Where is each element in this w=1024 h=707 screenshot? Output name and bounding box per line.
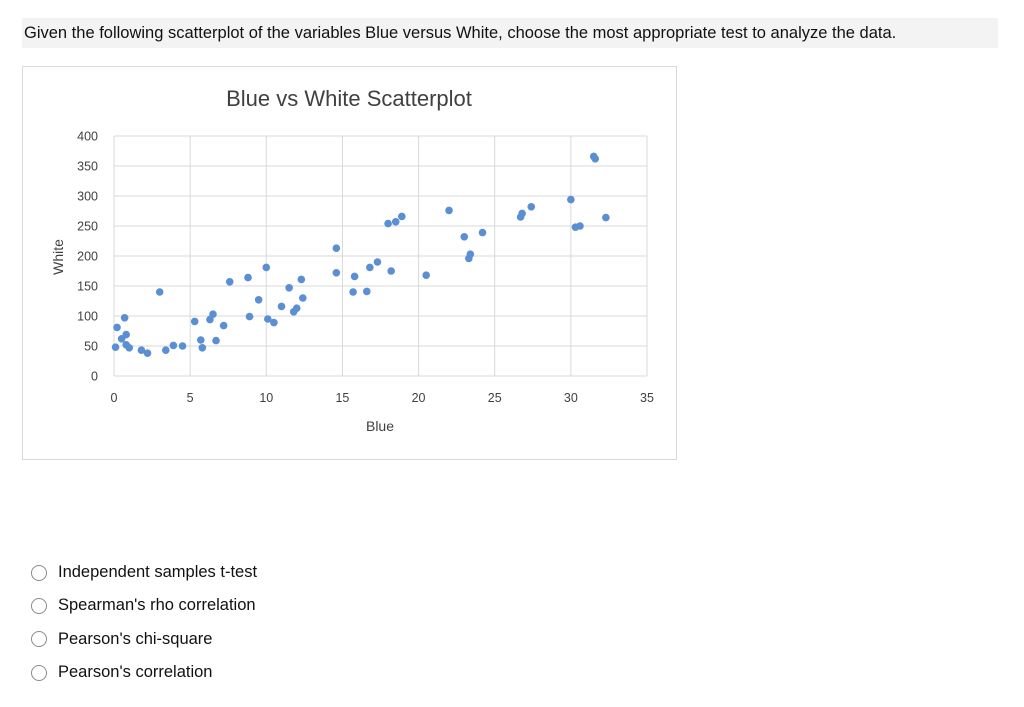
data-point bbox=[373, 258, 382, 266]
answer-options: Independent samples t-test Spearman's rh… bbox=[30, 556, 257, 689]
data-point bbox=[384, 219, 392, 228]
data-point bbox=[332, 244, 341, 252]
data-point bbox=[219, 321, 228, 330]
data-point bbox=[264, 315, 272, 323]
data-point bbox=[576, 222, 584, 230]
data-point bbox=[244, 273, 252, 282]
option-spearman-rho[interactable]: Spearman's rho correlation bbox=[30, 589, 257, 622]
data-point bbox=[398, 212, 406, 221]
data-point bbox=[209, 310, 217, 318]
x-axis-label: Blue bbox=[366, 418, 394, 434]
data-point bbox=[169, 341, 178, 350]
data-point bbox=[350, 272, 359, 281]
data-point bbox=[387, 267, 395, 275]
data-point bbox=[143, 349, 152, 358]
data-point bbox=[292, 304, 301, 312]
data-point bbox=[178, 342, 187, 350]
option-label: Independent samples t-test bbox=[58, 563, 258, 582]
y-tick-label: 50 bbox=[84, 340, 98, 354]
data-point bbox=[270, 318, 278, 327]
y-tick-label: 150 bbox=[77, 280, 98, 294]
data-point bbox=[602, 213, 610, 222]
y-tick-label: 350 bbox=[77, 160, 98, 174]
option-label: Pearson's correlation bbox=[58, 663, 213, 682]
x-tick-label: 10 bbox=[259, 391, 273, 405]
x-tick-label: 35 bbox=[640, 391, 654, 405]
data-point bbox=[262, 263, 271, 272]
data-point bbox=[567, 195, 575, 204]
data-point bbox=[518, 209, 526, 218]
data-point bbox=[299, 294, 307, 302]
scatterplot-chart: Blue vs White Scatterplot 0 50 100 150 200 25… bbox=[22, 66, 677, 460]
chart-gridlines bbox=[113, 135, 648, 377]
option-label: Spearman's rho correlation bbox=[58, 596, 256, 615]
data-point bbox=[285, 284, 293, 292]
y-tick-label: 400 bbox=[77, 130, 98, 144]
data-point bbox=[137, 346, 146, 355]
radio-button[interactable] bbox=[31, 564, 47, 581]
data-point bbox=[254, 296, 263, 304]
y-tick-label: 0 bbox=[91, 370, 98, 384]
option-label: Pearson's chi-square bbox=[58, 629, 213, 648]
x-tick-label: 0 bbox=[111, 391, 118, 405]
data-point bbox=[225, 278, 234, 286]
data-point bbox=[212, 336, 220, 345]
data-point bbox=[245, 312, 254, 321]
data-point bbox=[460, 233, 469, 241]
y-tick-label: 300 bbox=[77, 190, 98, 204]
x-tick-label: 5 bbox=[187, 391, 194, 405]
data-point bbox=[466, 250, 475, 258]
x-tick-label: 20 bbox=[412, 391, 426, 405]
data-point bbox=[198, 344, 207, 352]
chart-canvas: Blue vs White Scatterplot 05010015020025… bbox=[50, 86, 654, 434]
data-point bbox=[332, 269, 341, 277]
data-point bbox=[161, 346, 170, 355]
data-point bbox=[155, 288, 164, 296]
data-point bbox=[349, 288, 357, 296]
data-point bbox=[190, 317, 199, 326]
data-point bbox=[422, 271, 430, 279]
data-point bbox=[391, 218, 400, 226]
data-point bbox=[366, 263, 374, 272]
x-tick-label: 30 bbox=[564, 391, 578, 405]
data-point bbox=[277, 302, 286, 311]
data-point bbox=[297, 275, 306, 284]
data-point bbox=[362, 287, 371, 296]
y-axis-label: White bbox=[50, 239, 66, 275]
data-point bbox=[527, 203, 536, 211]
data-point bbox=[125, 344, 134, 352]
x-tick-label: 15 bbox=[335, 391, 349, 405]
x-tick-label: 25 bbox=[488, 391, 502, 405]
data-point bbox=[197, 336, 205, 344]
x-axis-ticks: 0 5 10 15 20 25 30 35 bbox=[111, 391, 654, 405]
radio-button[interactable] bbox=[31, 664, 47, 681]
data-point bbox=[122, 330, 130, 339]
data-point bbox=[120, 314, 129, 322]
question-text: Given the following scatterplot of the v… bbox=[22, 18, 998, 48]
data-points bbox=[111, 152, 610, 358]
option-independent-t-test[interactable]: Independent samples t-test bbox=[30, 556, 257, 589]
data-point bbox=[113, 323, 121, 332]
data-point bbox=[591, 155, 600, 163]
option-pearson-correlation[interactable]: Pearson's correlation bbox=[30, 656, 257, 689]
y-tick-label: 100 bbox=[77, 310, 98, 324]
y-axis-ticks: 0 50 100 150 200 250 300 350 400 bbox=[77, 130, 98, 384]
radio-button[interactable] bbox=[31, 597, 47, 614]
option-pearson-chi-square[interactable]: Pearson's chi-square bbox=[30, 623, 257, 656]
y-tick-label: 250 bbox=[77, 220, 98, 234]
data-point bbox=[111, 343, 120, 352]
radio-button[interactable] bbox=[31, 631, 47, 648]
y-tick-label: 200 bbox=[77, 250, 98, 264]
data-point bbox=[445, 206, 453, 215]
data-point bbox=[478, 228, 487, 237]
chart-title: Blue vs White Scatterplot bbox=[226, 86, 472, 111]
